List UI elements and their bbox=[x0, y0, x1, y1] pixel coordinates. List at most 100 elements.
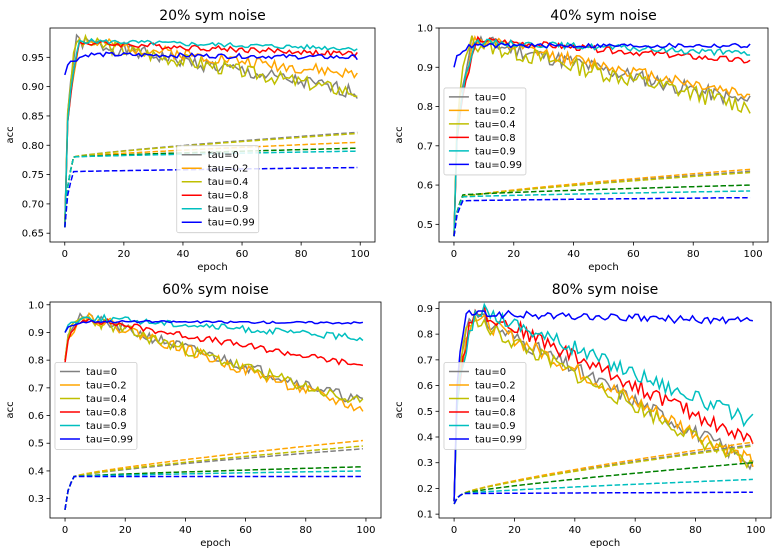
y-tick-label: 0.65 bbox=[22, 229, 44, 240]
x-axis-label: epoch bbox=[197, 262, 227, 273]
y-tick-label: 0.9 bbox=[417, 63, 433, 74]
series-line-4 bbox=[64, 40, 358, 228]
y-tick-label: 0.6 bbox=[28, 411, 44, 422]
x-tick-label: 80 bbox=[689, 525, 702, 536]
legend-label: tau=0.9 bbox=[86, 421, 127, 432]
series-line-3 bbox=[64, 316, 364, 404]
x-tick-label: 40 bbox=[177, 249, 190, 260]
y-tick-label: 0.80 bbox=[22, 141, 44, 152]
y-tick-label: 0.6 bbox=[417, 381, 433, 392]
series-line-3 bbox=[453, 314, 754, 502]
series-line-4 bbox=[64, 317, 364, 367]
y-tick-label: 0.9 bbox=[417, 304, 433, 315]
legend-label: tau=0.4 bbox=[475, 394, 516, 405]
x-tick-label: 20 bbox=[119, 525, 132, 536]
y-tick-label: 0.8 bbox=[417, 102, 433, 113]
legend-label: tau=0.99 bbox=[208, 218, 255, 229]
legend: tau=0 tau=0.2 tau=0.4 tau=0.8 tau=0.9 tau=0.9… bbox=[176, 145, 260, 234]
x-tick-label: 100 bbox=[746, 525, 765, 536]
x-tick-label: 100 bbox=[743, 249, 762, 260]
x-axis-label: epoch bbox=[200, 538, 230, 549]
y-tick-label: 0.1 bbox=[417, 510, 433, 521]
series-line-3 bbox=[453, 35, 751, 237]
x-tick-label: 60 bbox=[629, 525, 642, 536]
legend-label: tau=0.2 bbox=[86, 380, 127, 391]
y-tick-label: 0.9 bbox=[28, 328, 44, 339]
series-dashed-11 bbox=[453, 190, 751, 237]
x-tick-label: 60 bbox=[239, 525, 252, 536]
legend-label: tau=0.99 bbox=[86, 434, 133, 445]
x-tick-label: 60 bbox=[627, 249, 640, 260]
series-dashed-12 bbox=[64, 475, 363, 510]
x-tick-label: 0 bbox=[451, 249, 457, 260]
series-dashed-10 bbox=[453, 184, 751, 237]
series-dashed-11 bbox=[64, 470, 363, 510]
x-tick-label: 80 bbox=[687, 249, 700, 260]
series-dashed-9 bbox=[453, 445, 753, 505]
series-lines bbox=[453, 302, 754, 505]
legend-label: tau=0.99 bbox=[475, 434, 522, 445]
y-tick-label: 0.3 bbox=[28, 494, 44, 505]
series-dashed-9 bbox=[64, 445, 363, 510]
series-line-5 bbox=[453, 302, 754, 502]
axes-frame bbox=[49, 301, 382, 519]
legend: tau=0 tau=0.2 tau=0.4 tau=0.8 tau=0.9 tau=0.9… bbox=[54, 362, 138, 450]
x-tick-label: 100 bbox=[351, 249, 370, 260]
y-tick-label: 0.2 bbox=[417, 484, 433, 495]
x-axis-label: epoch bbox=[588, 262, 618, 273]
legend-label: tau=0.8 bbox=[475, 407, 516, 418]
series-line-1 bbox=[453, 310, 754, 502]
series-dashed-10 bbox=[64, 466, 363, 510]
y-axis-label: acc bbox=[394, 401, 405, 418]
y-tick-label: 0.7 bbox=[28, 383, 44, 394]
series-line-5 bbox=[64, 37, 358, 228]
series-line-5 bbox=[64, 313, 364, 342]
y-axis-label: acc bbox=[5, 401, 16, 418]
y-tick-label: 0.85 bbox=[22, 111, 44, 122]
subplot-3: 0 20 40 60 80 100 0.3 0.4 0.5 0.6 0.7 0.8 0.9 1.0 60% … bbox=[5, 282, 382, 549]
chart-title: 40% sym noise bbox=[550, 8, 656, 24]
series-line-6 bbox=[64, 51, 358, 76]
y-tick-label: 0.8 bbox=[28, 356, 44, 367]
series-line-3 bbox=[64, 33, 358, 228]
legend-label: tau=0 bbox=[86, 367, 117, 378]
legend-label: tau=0 bbox=[475, 367, 506, 378]
subplot-1: 0 20 40 60 80 100 0.65 0.70 0.75 0.80 0.85 0.90 0.95… bbox=[5, 8, 376, 273]
y-tick-label: 0.70 bbox=[22, 199, 44, 210]
legend-label: tau=0.99 bbox=[475, 160, 522, 171]
chart-title: 20% sym noise bbox=[159, 8, 265, 24]
series-lines bbox=[453, 34, 751, 237]
legend-label: tau=0.9 bbox=[208, 204, 249, 215]
y-tick-label: 0.6 bbox=[417, 181, 433, 192]
series-line-6 bbox=[453, 42, 751, 68]
subplot-4: 0 20 40 60 80 100 0.1 0.2 0.3 0.4 0.5 0.6 0.7 0.8 0.9 8… bbox=[394, 282, 772, 549]
y-tick-label: 1.0 bbox=[417, 24, 433, 35]
x-tick-label: 20 bbox=[508, 525, 521, 536]
x-tick-label: 40 bbox=[179, 525, 192, 536]
y-tick-label: 0.7 bbox=[417, 355, 433, 366]
series-dashed-12 bbox=[453, 491, 753, 505]
subplot-2: 0 20 40 60 80 100 0.5 0.6 0.7 0.8 0.9 1.0 40% sym no… bbox=[394, 8, 769, 273]
chart-title: 80% sym noise bbox=[552, 282, 658, 298]
series-line-6 bbox=[64, 319, 364, 333]
legend-label: tau=0.4 bbox=[208, 177, 249, 188]
legend-label: tau=0.4 bbox=[86, 394, 127, 405]
legend-label: tau=0.8 bbox=[208, 191, 249, 202]
legend-label: tau=0 bbox=[475, 92, 506, 103]
series-dashed-9 bbox=[64, 132, 358, 228]
y-tick-label: 0.90 bbox=[22, 82, 44, 93]
series-line-6 bbox=[453, 309, 753, 502]
series-dashed-8 bbox=[64, 439, 363, 510]
axes-frame bbox=[438, 301, 772, 519]
series-dashed-9 bbox=[453, 171, 751, 237]
legend-label: tau=0.2 bbox=[208, 164, 249, 175]
x-tick-label: 40 bbox=[568, 525, 581, 536]
series-dashed-10 bbox=[453, 461, 753, 505]
y-tick-label: 0.95 bbox=[22, 53, 44, 64]
y-tick-label: 0.5 bbox=[417, 407, 433, 418]
y-tick-label: 0.4 bbox=[28, 466, 44, 477]
series-dashed-8 bbox=[453, 441, 754, 505]
series-line-1 bbox=[64, 33, 358, 228]
x-tick-label: 0 bbox=[62, 525, 68, 536]
